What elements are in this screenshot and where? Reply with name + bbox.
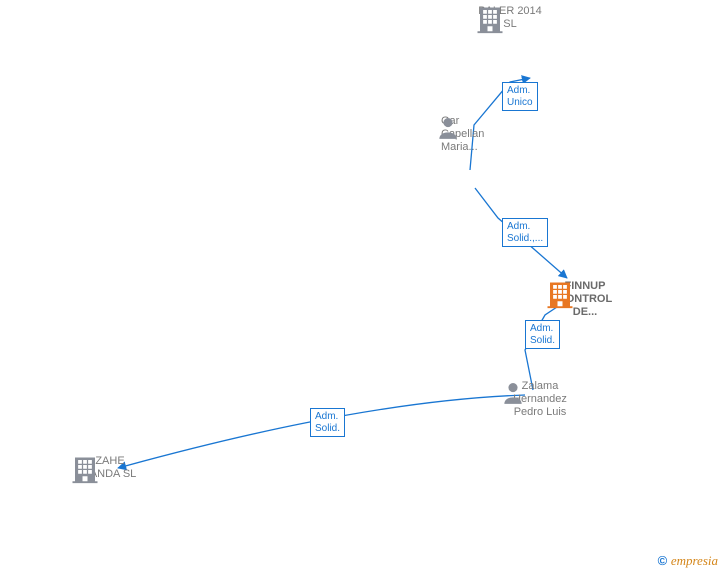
node-garcia[interactable]: GarCapellanMaria... <box>435 115 515 155</box>
building-icon <box>545 280 575 310</box>
copyright-symbol: © <box>658 553 668 568</box>
node-baler[interactable]: BALER 2014SL <box>475 5 545 31</box>
building-icon <box>475 5 505 35</box>
person-icon <box>500 380 526 406</box>
person-icon <box>435 115 461 141</box>
edge-label-garcia-baler: Adm. Unico <box>502 82 538 111</box>
edge-label-zalama-zahe: Adm. Solid. <box>310 408 345 437</box>
node-zalama[interactable]: ZalamaHernandezPedro Luis <box>500 380 580 420</box>
building-icon <box>70 455 100 485</box>
node-zahe[interactable]: ZAHELANDA SL <box>70 455 150 481</box>
watermark: © empresia <box>658 553 718 569</box>
edge-label-garcia-finnup: Adm. Solid.,... <box>502 218 548 247</box>
node-finnup[interactable]: FINNUPCONTROLDE... <box>545 280 625 320</box>
brand-name: empresia <box>671 553 718 568</box>
edge-label-zalama-finnup: Adm. Solid. <box>525 320 560 349</box>
